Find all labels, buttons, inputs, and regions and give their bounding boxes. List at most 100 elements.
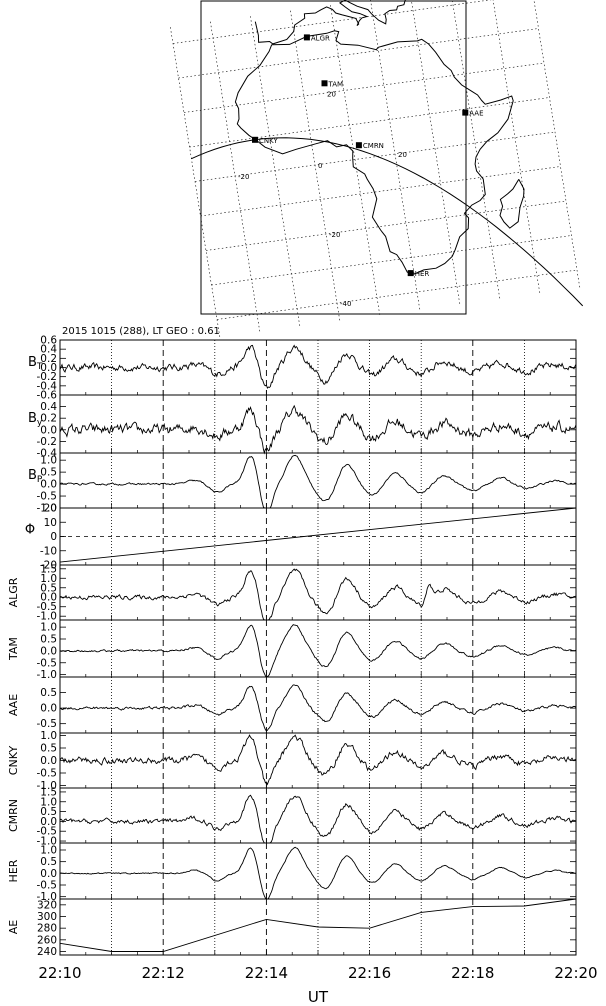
series-line-by [59,404,577,455]
parallel-line [189,97,550,148]
panel-by: 0.40.20.0-0.2-0.4 By [28,394,577,460]
y-tick-label: 0.0 [40,592,57,604]
panel-label: Φ [25,523,35,538]
x-axis-label: UT [308,988,329,1006]
y-tick-label: 1.5 [40,563,57,575]
map-grid-label: -20 [329,231,340,239]
panel-label-main: B [28,411,37,426]
series-line-cmrn [59,794,577,844]
panel-label: By [28,411,43,428]
parallel-line [216,269,578,320]
x-tick-label: 22:10 [38,964,81,982]
y-tick-label: -1.0 [37,836,58,848]
y-tick-label: 0.0 [40,868,57,880]
station-marker [462,109,469,116]
y-tick-label: -0.5 [37,880,58,892]
y-tick-label: 1.0 [40,845,57,857]
panel-label-sub: y [37,418,43,428]
madagascar-coastline [499,179,525,229]
y-tick-label: -0.5 [37,657,58,669]
y-tick-label: 0.2 [40,413,57,425]
series-line-bt [59,344,577,389]
panel-label-main: B [28,468,37,483]
series-line-algr [59,568,577,621]
y-tick-label: 0.5 [40,687,57,699]
y-tick-label: 240 [37,946,57,958]
meridian-line [411,0,461,304]
y-tick-label: -0.5 [37,718,58,730]
y-tick-label: -0.4 [37,448,58,460]
panel-label: AAE [7,694,20,716]
panel-tam: 1.00.50.0-0.5-1.0 TAM [7,619,577,681]
europe-coastline [254,0,406,45]
panel-cmrn: 1.51.00.50.0-0.5-1.0 CMRN [7,786,577,848]
y-tick-label: 0.5 [40,634,57,646]
time-series-panels: 0.60.40.20.0-0.2-0.4-0.6BT0.40.20.0-0.2-… [7,335,577,958]
figure-header: 2015 1015 (288), LT GEO : 0.61 [62,326,220,337]
y-tick-label: 0.5 [40,856,57,868]
y-tick-label: 1.0 [40,573,57,585]
y-tick-label: -1.0 [37,503,58,515]
series-line-cnky [59,734,577,786]
panel-bp: 1.00.50.0-0.5-1.0 BP [28,452,577,515]
y-tick-label: 0.2 [40,353,57,365]
x-axis: 22:10 22:12 22:14 22:16 22:18 22:20 UT [38,964,597,1006]
parallel-line [194,131,556,182]
panel-label: AE [7,920,20,935]
panel-label: BT [28,355,43,372]
y-tick-label: -1.0 [37,891,58,903]
y-tick-label: -0.2 [37,371,58,383]
parallel-line [172,0,492,44]
station-marker [355,142,362,149]
panel-algr: 1.51.00.50.0-0.5-1.0 ALGR [7,563,577,623]
station-label: CMRN [363,142,384,150]
map-grid-label: -20 [238,173,249,181]
panel-cnky: 1.00.50.0-0.5-1.0 CNKY [7,730,577,792]
y-tick-label: 0.0 [40,645,57,657]
x-tick-label: 22:20 [554,964,597,982]
y-tick-label: 320 [37,899,57,911]
x-tick-label: 22:14 [245,964,288,982]
panel-label: CNKY [7,745,20,775]
panel-label: ALGR [7,577,20,607]
africa-coastline [234,30,514,275]
y-tick-label: -0.5 [37,826,58,838]
station-marker [303,34,310,41]
y-tick-label: -1.0 [37,669,58,681]
y-tick-label: 0.0 [40,703,57,715]
station-marker [252,136,258,143]
panel-her: 1.00.50.0-0.5-1.0 HER [7,842,577,903]
station-label: TAM [328,80,344,88]
panel-label: CMRN [7,799,20,832]
y-tick-label: 1.5 [40,786,57,798]
series-line-bp [59,454,577,509]
panel-aae: 0.5 0.0 -0.5 AAE [7,676,577,734]
y-tick-label: 0.4 [40,344,57,356]
station-label: ALGR [311,34,330,42]
station-label: HER [415,270,430,278]
y-tick-label: -0.5 [37,601,58,613]
parallel-line [211,235,572,286]
station-marker [407,270,414,277]
meridian-line [330,4,381,315]
dip-equator-line [191,137,584,307]
y-tick-label: 280 [37,923,57,935]
series-line-ae [59,898,577,952]
parallel-line [183,62,545,113]
panel-bt: 0.60.40.20.0-0.2-0.4-0.6 BT [28,335,577,402]
panel-label: HER [7,859,20,882]
station-marker [321,80,328,87]
map-grid-label: 20 [327,90,336,98]
map-graticule [170,0,581,337]
meridian-line [370,0,421,310]
y-tick-label: 0.4 [40,401,57,413]
y-tick-label: 1.0 [40,622,57,634]
y-tick-label: 0.6 [40,335,57,347]
y-tick-label: -1.0 [37,780,58,792]
y-tick-label: 0.0 [40,424,57,436]
parallel-line [205,200,567,251]
series-line-φ [59,507,577,563]
y-tick-label: 20 [44,503,57,515]
